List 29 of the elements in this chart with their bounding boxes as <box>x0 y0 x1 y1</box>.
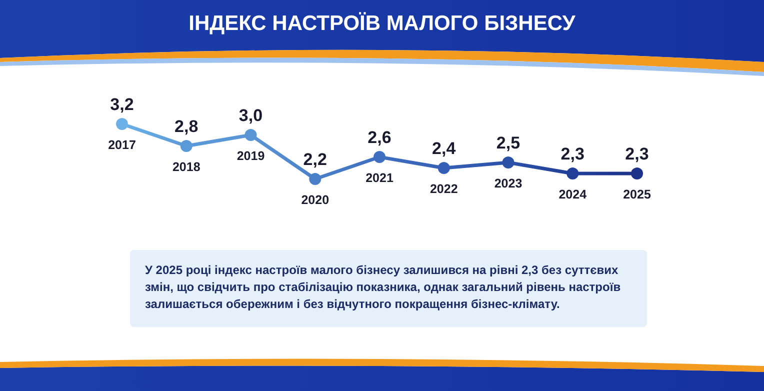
x-tick-label: 2018 <box>172 160 200 174</box>
point <box>438 162 450 174</box>
x-tick-label: 2020 <box>301 193 330 207</box>
data-label: 3,0 <box>238 106 263 125</box>
x-tick-label: 2019 <box>236 149 265 163</box>
x-tick-label: 2021 <box>366 171 394 185</box>
data-label: 3,2 <box>110 95 134 114</box>
data-label: 2,5 <box>496 134 520 152</box>
text: У 2025 році індекс настроїв малого бізнесу залишився на рівні 2,3 без суттєвих змін, що свідчить про стабілізацію показника, однак загальний рівень настроїв залишається обережним і без відчутного покращення бізнес-клімату. <box>145 262 622 313</box>
x-tick-label: 2022 <box>430 182 458 196</box>
point <box>374 151 386 163</box>
data-label: 2,8 <box>174 117 198 136</box>
data-label: 2,6 <box>368 128 392 147</box>
chart-title: ІНДЕКС НАСТРОЇВ МАЛОГО БІЗНЕСУ <box>188 12 576 35</box>
point <box>631 168 643 180</box>
data-label: 2,3 <box>560 144 584 164</box>
point <box>502 156 514 168</box>
data-label: 2,3 <box>625 144 649 164</box>
x-tick-label: 2025 <box>623 188 651 202</box>
x-tick-label: 2023 <box>494 176 522 190</box>
point <box>309 173 322 185</box>
point <box>566 168 579 180</box>
data-label: 2,4 <box>432 139 456 158</box>
point <box>180 140 192 152</box>
x-tick-label: 2024 <box>558 188 587 202</box>
data-label: 2,2 <box>303 150 327 169</box>
x-tick-label: 2017 <box>108 138 136 152</box>
point <box>244 129 257 141</box>
point <box>116 118 128 130</box>
